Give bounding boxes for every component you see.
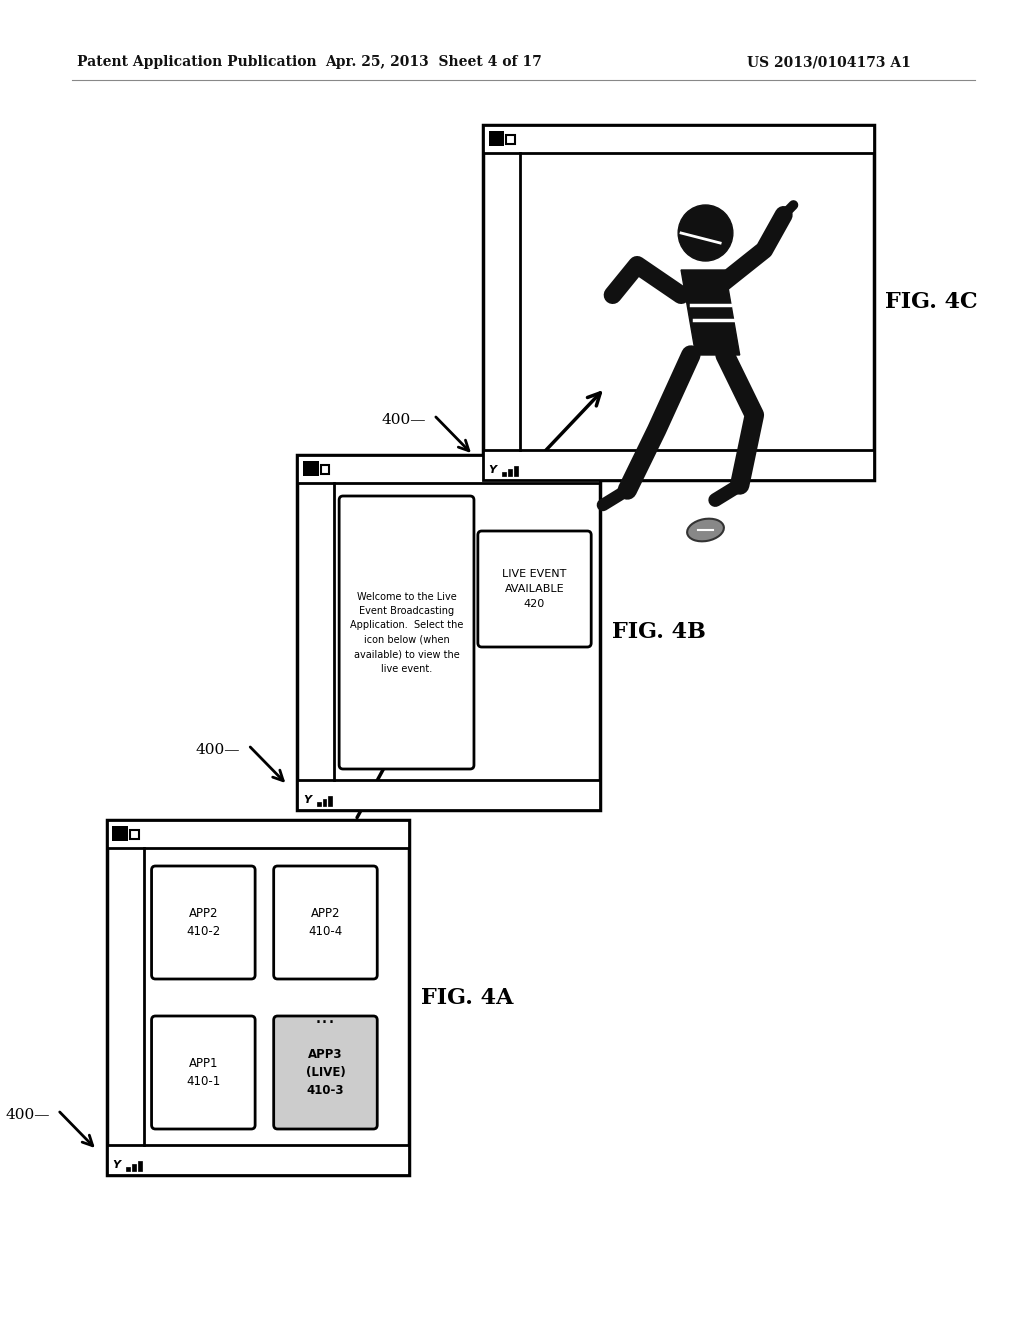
Bar: [514, 466, 518, 477]
Text: Patent Application Publication: Patent Application Publication: [77, 55, 317, 69]
Circle shape: [678, 205, 733, 261]
FancyBboxPatch shape: [273, 866, 377, 979]
Ellipse shape: [687, 519, 724, 541]
Bar: [482, 450, 873, 480]
Text: Y: Y: [113, 1160, 121, 1170]
Bar: [106, 820, 410, 847]
Bar: [508, 469, 512, 477]
Bar: [482, 125, 873, 153]
Text: APP1
410-1: APP1 410-1: [186, 1057, 220, 1088]
Bar: [506, 135, 515, 144]
Text: ...: ...: [314, 1007, 335, 1027]
Text: Y: Y: [488, 465, 497, 475]
FancyBboxPatch shape: [152, 866, 255, 979]
Text: FIG. 4B: FIG. 4B: [611, 622, 706, 644]
Bar: [323, 799, 327, 807]
Polygon shape: [681, 271, 739, 355]
Text: FIG. 4C: FIG. 4C: [886, 292, 978, 314]
Bar: [316, 803, 321, 807]
Bar: [303, 461, 318, 477]
Text: 400—: 400—: [196, 743, 241, 756]
Text: APP2
410-2: APP2 410-2: [186, 907, 220, 939]
Text: Apr. 25, 2013  Sheet 4 of 17: Apr. 25, 2013 Sheet 4 of 17: [326, 55, 543, 69]
Bar: [488, 131, 504, 147]
Bar: [503, 473, 506, 477]
Bar: [482, 125, 873, 480]
Text: FIG. 4A: FIG. 4A: [421, 986, 514, 1008]
Bar: [321, 465, 330, 474]
FancyBboxPatch shape: [339, 496, 474, 770]
Text: APP2
410-4: APP2 410-4: [308, 907, 343, 939]
FancyBboxPatch shape: [273, 1016, 377, 1129]
FancyBboxPatch shape: [152, 1016, 255, 1129]
Bar: [106, 1144, 410, 1175]
Bar: [138, 1162, 141, 1171]
Bar: [132, 1164, 136, 1171]
Bar: [106, 820, 410, 1175]
FancyBboxPatch shape: [478, 531, 591, 647]
Bar: [113, 826, 128, 841]
Text: Y: Y: [303, 795, 311, 805]
Text: US 2013/0104173 A1: US 2013/0104173 A1: [746, 55, 910, 69]
Text: 400—: 400—: [382, 413, 426, 426]
Bar: [297, 780, 600, 810]
Text: 400—: 400—: [5, 1107, 50, 1122]
Bar: [130, 830, 139, 840]
Bar: [329, 796, 333, 807]
Text: APP3
(LIVE)
410-3: APP3 (LIVE) 410-3: [305, 1048, 345, 1097]
Bar: [297, 455, 600, 810]
Bar: [126, 1167, 130, 1171]
Bar: [297, 455, 600, 483]
Text: LIVE EVENT
AVAILABLE
420: LIVE EVENT AVAILABLE 420: [503, 569, 566, 609]
Text: Welcome to the Live
Event Broadcasting
Application.  Select the
icon below (when: Welcome to the Live Event Broadcasting A…: [350, 591, 463, 673]
